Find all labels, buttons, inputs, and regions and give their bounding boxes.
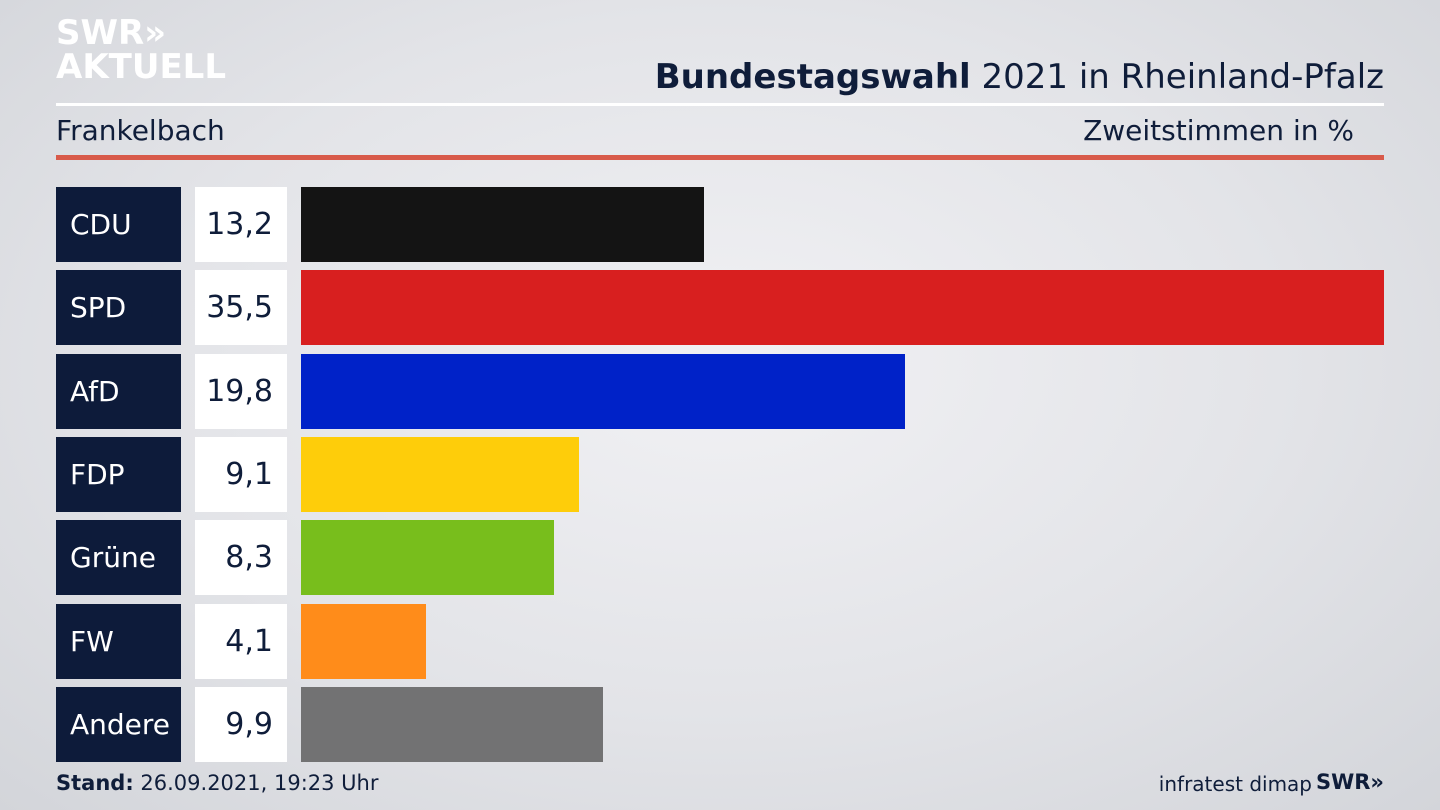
swr-aktuell-logo: SWR» AKTUELL: [56, 16, 226, 84]
logo-line-2: AKTUELL: [56, 47, 227, 87]
value-label: 19,8: [195, 353, 287, 429]
bar: [301, 187, 704, 262]
chart-row: FDP 9,1: [0, 436, 1440, 512]
swr-logo-small: SWR»: [1315, 770, 1384, 794]
value-label: 4,1: [195, 603, 287, 679]
bar: [301, 270, 1384, 346]
location-label: Frankelbach: [56, 114, 225, 147]
logo-line-1: SWR»: [56, 13, 167, 53]
value-label: 13,2: [195, 187, 287, 262]
value-label: 8,3: [195, 520, 287, 596]
title-rest: 2021 in Rheinland-Pfalz: [970, 57, 1384, 97]
header-divider: [56, 103, 1384, 106]
title-bold: Bundestagswahl: [654, 57, 971, 97]
party-label: Andere: [56, 686, 181, 762]
bar: [301, 353, 906, 429]
chart-row: AfD 19,8: [0, 353, 1440, 429]
party-label: Grüne: [56, 520, 181, 596]
value-label: 35,5: [195, 270, 287, 346]
chart-row: CDU 13,2: [0, 187, 1440, 262]
bar: [301, 436, 579, 512]
bar: [301, 686, 604, 762]
accent-divider: [56, 155, 1384, 160]
measure-label: Zweitstimmen: [1083, 114, 1284, 147]
party-label: AfD: [56, 353, 181, 429]
value-label: 9,9: [195, 686, 287, 762]
bar: [301, 520, 555, 596]
stand-label: Stand:: [56, 771, 134, 795]
bar: [301, 603, 427, 679]
chart-row: Grüne 8,3: [0, 520, 1440, 596]
page-title: Bundestagswahl 2021 in Rheinland-Pfalz: [655, 57, 1384, 97]
unit-label: in %: [1292, 114, 1354, 147]
value-label: 9,1: [195, 436, 287, 512]
party-label: FW: [56, 603, 181, 679]
chart-row: Andere 9,9: [0, 686, 1440, 762]
stand-value: 26.09.2021, 19:23 Uhr: [133, 771, 379, 795]
chart-row: SPD 35,5: [0, 270, 1440, 346]
party-label: FDP: [56, 436, 181, 512]
chart-row: FW 4,1: [0, 603, 1440, 679]
party-label: SPD: [56, 270, 181, 346]
timestamp: Stand: 26.09.2021, 19:23 Uhr: [56, 771, 379, 795]
source-label: infratest dimap: [1158, 772, 1312, 796]
party-label: CDU: [56, 187, 181, 262]
